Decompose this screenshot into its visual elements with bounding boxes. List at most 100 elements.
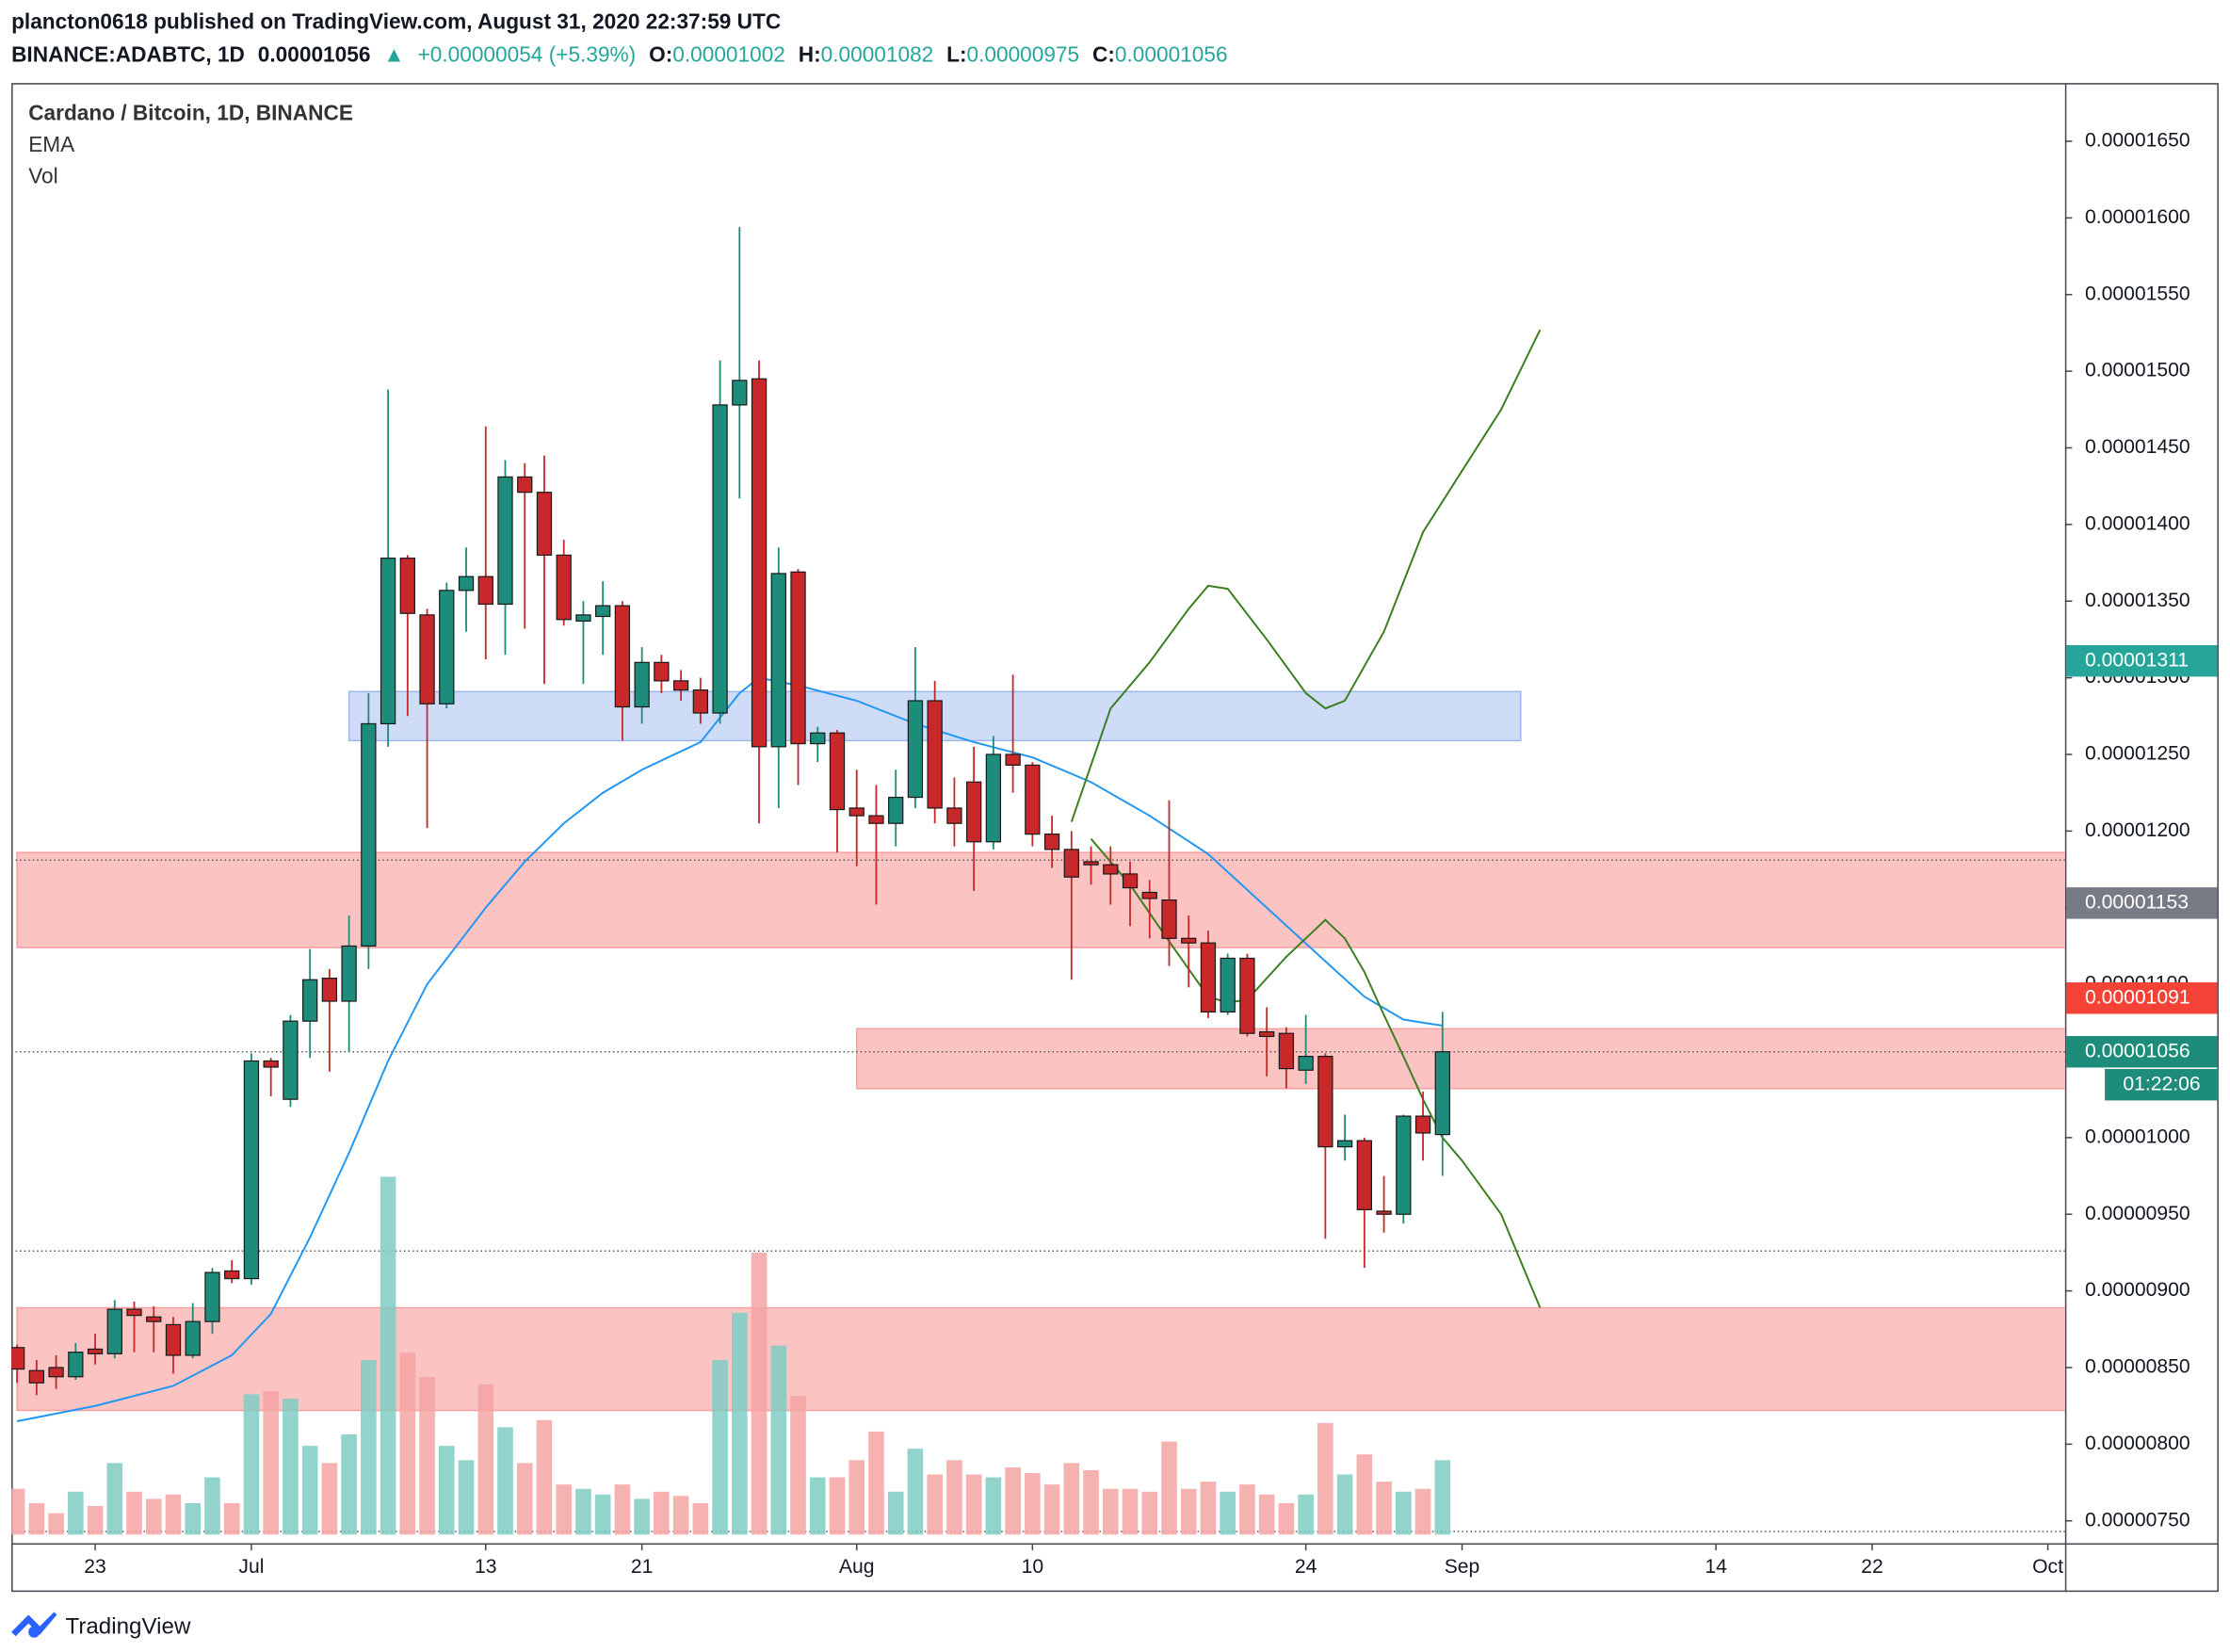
candle-body xyxy=(399,558,415,614)
candle-body xyxy=(517,476,533,494)
volume-bar xyxy=(301,1446,318,1535)
y-tick-label: 0.00000900 xyxy=(2085,1279,2190,1301)
y-tick-label: 0.00001550 xyxy=(2085,283,2190,304)
candle-body xyxy=(829,732,846,811)
candle-body xyxy=(654,661,670,682)
candle-body xyxy=(458,575,475,591)
candle-body xyxy=(712,404,728,714)
volume-bar xyxy=(868,1431,884,1535)
volume-bar xyxy=(68,1491,84,1535)
candle-body xyxy=(477,575,493,606)
candle-body xyxy=(692,689,709,714)
x-tick-label: Aug xyxy=(839,1556,875,1578)
candle-body xyxy=(1239,957,1255,1034)
volume-bar xyxy=(654,1491,670,1535)
candle-body xyxy=(146,1316,162,1322)
price-label: 0.00001153 xyxy=(2085,891,2189,913)
volume-bar xyxy=(965,1474,982,1535)
volume-bar xyxy=(419,1377,435,1535)
candle-body xyxy=(810,732,826,745)
candle-body xyxy=(87,1348,104,1354)
ohlc-value: 0.00001056 xyxy=(1115,41,1228,66)
last-price: 0.00001056 xyxy=(258,41,371,66)
candle-body xyxy=(1298,1055,1314,1071)
candle-body xyxy=(1063,849,1079,878)
volume-bar xyxy=(1356,1454,1373,1535)
price-label: 0.00001056 xyxy=(2085,1040,2190,1061)
volume-bar xyxy=(1025,1473,1041,1535)
candle-body xyxy=(106,1308,122,1354)
candle-body xyxy=(614,605,631,708)
volume-bar xyxy=(907,1449,924,1535)
overlay: 0.00000750 0.00000800 0.00000850 0.00000900… xyxy=(84,130,2219,1578)
volume-bar xyxy=(1043,1484,1060,1535)
candle-body xyxy=(1259,1030,1275,1038)
volume-bar xyxy=(672,1496,689,1535)
x-tick-label: 10 xyxy=(1022,1556,1044,1578)
price-label-box xyxy=(2066,644,2218,677)
candle-body xyxy=(985,753,1002,843)
candle-body xyxy=(341,945,357,1002)
zone xyxy=(855,1028,2065,1090)
candle-body xyxy=(419,614,435,705)
x-tick-label: Oct xyxy=(2032,1556,2063,1578)
legend-ema: EMA xyxy=(28,132,75,156)
x-tick-label: Sep xyxy=(1445,1556,1480,1578)
volume-bar xyxy=(887,1491,904,1535)
candle-body xyxy=(1043,834,1060,850)
zone xyxy=(16,1306,2065,1412)
y-tick-label: 0.00001200 xyxy=(2085,819,2190,841)
candle-body xyxy=(672,680,689,691)
volume-bar xyxy=(458,1460,475,1535)
volume-bar xyxy=(829,1477,846,1535)
volume-bar xyxy=(145,1498,162,1535)
volume-bar xyxy=(126,1491,142,1535)
volume-bar xyxy=(634,1498,650,1535)
volume-bar xyxy=(1336,1474,1353,1535)
candle-body xyxy=(68,1352,84,1378)
candle-body xyxy=(1356,1140,1372,1210)
candle-body xyxy=(732,380,748,406)
volume-bar xyxy=(204,1477,220,1535)
frame xyxy=(11,83,2219,1593)
y-tick-label: 0.00001600 xyxy=(2085,206,2190,228)
y-tick-label: 0.00000750 xyxy=(2085,1509,2190,1531)
brand: TradingView xyxy=(65,1614,190,1640)
x-tick-label: 23 xyxy=(84,1556,106,1578)
x-tick-label: Jul xyxy=(238,1556,264,1578)
x-tick-label: 24 xyxy=(1295,1556,1317,1578)
volume-bar xyxy=(438,1446,455,1535)
volume-bar xyxy=(1220,1491,1236,1535)
candle-body xyxy=(380,558,396,725)
volume-bar xyxy=(399,1352,416,1535)
x-tick-label: 14 xyxy=(1705,1556,1727,1578)
volume-bar xyxy=(751,1252,768,1535)
volume-bar xyxy=(1434,1460,1451,1535)
candle-body xyxy=(1220,957,1236,1013)
volume-bar xyxy=(321,1463,338,1535)
volume-bar xyxy=(985,1477,1002,1535)
ohlc-value: 0.00001082 xyxy=(821,41,934,66)
price-label: 0.00001091 xyxy=(2085,986,2190,1008)
volume-bar xyxy=(1161,1441,1177,1535)
candle-body xyxy=(1181,937,1197,944)
published-line: plancton0618 published on TradingView.co… xyxy=(11,8,781,33)
volume-bar xyxy=(1102,1488,1119,1535)
candle-body xyxy=(301,979,318,1022)
candle-body xyxy=(536,492,553,557)
candle-body xyxy=(1141,891,1157,899)
candle-body xyxy=(1083,861,1099,866)
volume-bar xyxy=(1200,1482,1217,1535)
candle-body xyxy=(204,1271,220,1322)
countdown-box xyxy=(2105,1068,2219,1101)
candle-body xyxy=(595,605,611,618)
volume-bar xyxy=(1141,1491,1158,1535)
candle-body xyxy=(224,1270,240,1280)
volume-bar xyxy=(692,1502,709,1535)
candle-body xyxy=(28,1369,45,1384)
volume-bar xyxy=(848,1460,865,1535)
candle-body xyxy=(634,661,650,708)
candle-body xyxy=(790,571,806,745)
volume-bar xyxy=(1180,1488,1197,1535)
